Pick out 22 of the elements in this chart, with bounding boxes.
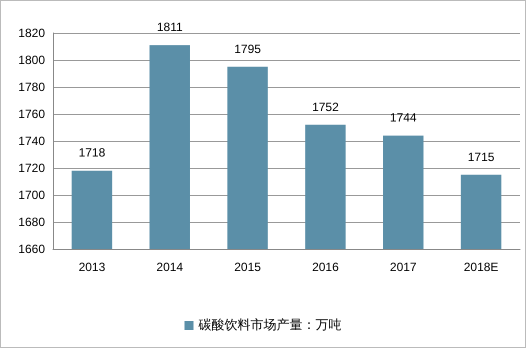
data-label: 1718 [78, 146, 106, 160]
y-tick-label: 1660 [18, 242, 46, 256]
y-tick-label: 1740 [18, 134, 46, 148]
y-tick-label: 1720 [18, 161, 46, 175]
x-tick-label: 2016 [312, 260, 340, 274]
x-tick-label: 2017 [390, 260, 417, 274]
data-label: 1795 [234, 42, 262, 56]
y-tick-label: 1700 [18, 188, 46, 202]
x-tick-label: 2013 [78, 260, 106, 274]
data-label: 1715 [468, 150, 495, 164]
y-tick-label: 1780 [18, 80, 46, 94]
y-tick-label: 1820 [18, 26, 46, 40]
legend-label: 碳酸饮料市场产量：万吨 [198, 318, 342, 333]
y-tick-label: 1800 [18, 53, 46, 67]
x-tick-label: 2018E [464, 260, 498, 274]
y-tick-label: 1680 [18, 215, 46, 229]
data-label: 1811 [156, 20, 183, 34]
x-tick-label: 2014 [156, 260, 184, 274]
y-tick-label: 1760 [18, 107, 46, 121]
data-label: 1752 [312, 100, 340, 114]
data-label: 1744 [390, 110, 417, 125]
x-tick-label: 2015 [234, 260, 262, 274]
